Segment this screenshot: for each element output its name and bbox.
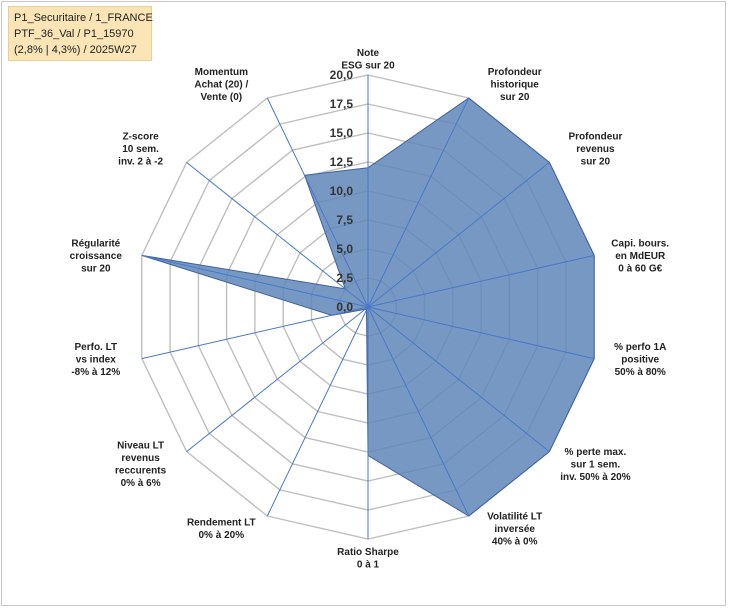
tick-label: 17,5: [330, 97, 354, 111]
axis-spoke: [367, 306, 595, 360]
tick-label: 15,0: [330, 126, 354, 140]
axis-label-line: 40% à 0%: [492, 536, 538, 547]
axis-label-line: % perte max.: [565, 447, 627, 458]
axis-label: Rendement LT 0% à 20%: [187, 518, 256, 542]
axis-label: Volatilité LT inversée 40% à 0%: [487, 511, 542, 547]
axis-label-line: Niveau LT: [117, 441, 164, 452]
axis-spoke: [141, 254, 369, 308]
axis-label-line: 0 à 60 G€: [618, 264, 662, 275]
axis-label-line: inv. 2 à -2: [118, 157, 163, 168]
axis-spoke: [367, 97, 470, 308]
axis-label-line: Perfo. LT: [75, 342, 118, 353]
axis-label: Ratio Sharpe 0 à 1: [337, 547, 399, 571]
axis-label: Momentum Achat (20) / Vente (0): [194, 67, 248, 103]
radar-spokes: [141, 75, 595, 539]
axis-label: Z-score 10 sem. inv. 2 à -2: [118, 132, 163, 168]
axis-label: % perte max. sur 1 sem. inv. 50% à 20%: [560, 447, 631, 483]
axis-label-line: 50% à 80%: [615, 367, 666, 378]
axis-label: Régularité croissance sur 20: [70, 239, 123, 275]
info-line-1: P1_Securitaire / 1_FRANCE: [14, 12, 153, 24]
axis-label-line: Vente (0): [200, 92, 242, 103]
tick-label: 12,5: [330, 155, 354, 169]
axis-label-line: Momentum: [195, 67, 248, 78]
axis-spoke: [141, 306, 369, 360]
axis-spoke: [266, 306, 369, 517]
axis-label-line: revenus: [576, 144, 615, 155]
axis-label-line: reccurents: [115, 466, 167, 477]
axis-label-line: Ratio Sharpe: [337, 547, 399, 558]
axis-label-line: inv. 50% à 20%: [560, 472, 631, 483]
axis-label: Note ESG sur 20: [341, 48, 395, 72]
axis-label-line: sur 1 sem.: [571, 459, 621, 470]
axis-label-line: Z-score: [123, 132, 160, 143]
axis-spoke: [186, 162, 369, 308]
axis-label-line: Rendement LT: [187, 518, 256, 529]
axis-label-line: positive: [621, 354, 659, 365]
tick-label: 5,0: [336, 242, 353, 256]
axis-label-line: vs index: [76, 354, 116, 365]
axis-label: Capi. bours. en MdEUR 0 à 60 G€: [611, 239, 669, 275]
axis-spoke: [266, 97, 369, 308]
axis-label-line: 0% à 6%: [121, 478, 161, 489]
axis-label-line: sur 20: [81, 264, 111, 275]
axis-label-line: sur 20: [581, 157, 611, 168]
axis-label-line: % perfo 1A: [614, 342, 666, 353]
tick-label: 10,0: [330, 184, 354, 198]
axis-label-line: 0% à 20%: [199, 530, 245, 541]
axis-label-line: Capi. bours.: [611, 239, 669, 250]
axis-label-line: 0 à 1: [357, 560, 380, 571]
axis-label-line: ESG sur 20: [341, 61, 395, 72]
axis-label-line: Profondeur: [568, 132, 622, 143]
info-line-3: (2,8% | 4,3%) / 2025W27: [14, 44, 137, 56]
portfolio-info-box: P1_Securitaire / 1_FRANCE PTF_36_Val / P…: [8, 6, 153, 61]
radial-tick-labels: 0,0 2,5 5,0 7,5 10,0 12,5 15,0 17,5 20,0: [330, 68, 354, 314]
axis-label-line: revenus: [121, 453, 160, 464]
axis-label-line: Achat (20) /: [194, 80, 248, 91]
axis-spoke: [367, 306, 550, 452]
tick-label: 20,0: [330, 68, 354, 82]
axis-label-line: -8% à 12%: [71, 367, 120, 378]
axis-label-line: inversée: [494, 524, 535, 535]
axis-spoke: [367, 306, 470, 517]
axis-label-line: Régularité: [71, 239, 120, 250]
axis-label-line: historique: [491, 80, 540, 91]
axis-spoke: [367, 254, 595, 308]
tick-label: 0,0: [336, 300, 353, 314]
axis-label: Perfo. LT vs index -8% à 12%: [71, 342, 120, 378]
axis-spoke: [367, 162, 550, 308]
axis-label: Profondeur historique sur 20: [488, 67, 542, 103]
tick-label: 7,5: [336, 213, 353, 227]
axis-label-line: Volatilité LT: [487, 511, 542, 522]
axis-label: Profondeur revenus sur 20: [568, 132, 622, 168]
info-line-2: PTF_36_Val / P1_15970: [14, 28, 134, 40]
axis-label-line: en MdEUR: [615, 251, 666, 262]
axis-label-line: sur 20: [500, 92, 530, 103]
axis-label: % perfo 1A positive 50% à 80%: [614, 342, 666, 378]
axis-label-line: croissance: [70, 251, 123, 262]
tick-label: 2,5: [336, 271, 353, 285]
axis-spoke: [186, 306, 369, 452]
axis-label-line: Profondeur: [488, 67, 542, 78]
axis-label-line: Note: [357, 48, 380, 59]
axis-label-line: 10 sem.: [122, 144, 159, 155]
axis-label: Niveau LT revenus reccurents 0% à 6%: [115, 441, 167, 490]
